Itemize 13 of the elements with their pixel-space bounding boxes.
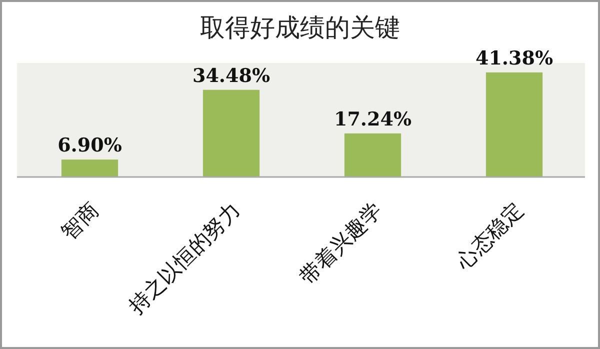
chart-title: 取得好成绩的关键 bbox=[200, 13, 400, 42]
bar bbox=[202, 90, 260, 177]
bar bbox=[344, 133, 402, 177]
x-tick-label: 带着兴趣学 bbox=[295, 198, 386, 289]
x-tick-label: 心态稳定 bbox=[450, 198, 528, 275]
x-tick-label: 智商 bbox=[56, 198, 104, 244]
data-label: 41.38% bbox=[475, 47, 554, 70]
data-label: 34.48% bbox=[192, 64, 270, 87]
data-label: 6.90% bbox=[58, 134, 122, 157]
bar bbox=[486, 72, 543, 177]
bar bbox=[61, 160, 118, 177]
x-tick-label: 持之以恒的努力 bbox=[124, 198, 245, 319]
data-label: 17.24% bbox=[334, 108, 412, 130]
